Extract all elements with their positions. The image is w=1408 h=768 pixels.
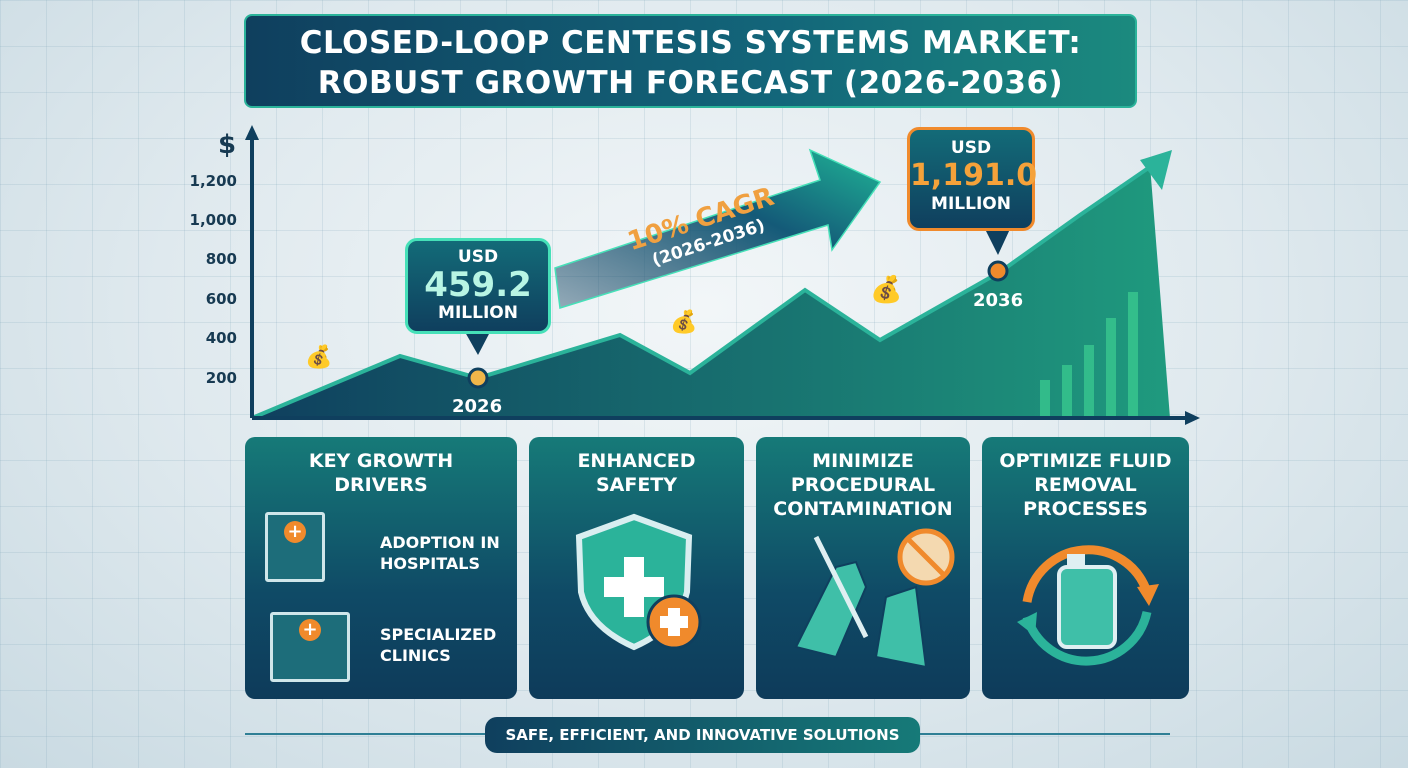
y-tick: 200: [205, 369, 237, 387]
card-key-growth-drivers: KEY GROWTH DRIVERS + ADOPTION IN HOSPITA…: [245, 437, 517, 699]
card-title: OPTIMIZE FLUID REMOVAL PROCESSES: [999, 450, 1172, 520]
callout-prefix: USD: [457, 247, 499, 267]
y-axis-arrow: [245, 125, 259, 140]
cagr-arrow: [554, 148, 882, 309]
driver-item: SPECIALIZED CLINICS: [380, 625, 497, 665]
hospital-icon: +: [265, 512, 325, 582]
growth-line: [251, 158, 1162, 420]
card-enhanced-safety: ENHANCED SAFETY: [529, 437, 744, 699]
callout-unit: MILLION: [931, 194, 1011, 214]
mini-bars: [1040, 292, 1138, 418]
callout-2-pointer: [985, 229, 1010, 255]
callout-unit: MILLION: [438, 303, 518, 323]
title-banner: CLOSED-LOOP CENTESIS SYSTEMS MARKET: ROB…: [244, 14, 1137, 108]
y-tick: 1,200: [189, 172, 237, 190]
card-title: ENHANCED SAFETY: [577, 450, 696, 496]
footer-tagline: SAFE, EFFICIENT, AND INNOVATIVE SOLUTION…: [485, 717, 920, 753]
driver-item: ADOPTION IN HOSPITALS: [380, 533, 500, 573]
card-minimize-contamination: MINIMIZE PROCEDURAL CONTAMINATION: [756, 437, 970, 699]
fluid-container-cycle-icon: [1017, 545, 1159, 666]
point-2026: [467, 367, 489, 389]
callout-2026: USD 459.2 MILLION: [405, 238, 551, 334]
point-2036: [987, 260, 1009, 282]
clinic-icon: +: [270, 612, 350, 682]
money-bag-icon: 💰: [670, 310, 698, 335]
title-line-2: ROBUST GROWTH FORECAST (2026-2036): [317, 65, 1064, 101]
callout-prefix: USD: [950, 138, 992, 158]
callout-value: 459.2: [424, 265, 532, 305]
y-tick: 400: [205, 329, 237, 347]
callout-2036: USD 1,191.0 MILLION: [907, 127, 1038, 231]
money-bag-icon: 💰: [870, 275, 903, 305]
gloved-hands-syringe-icon: [794, 528, 955, 669]
card-optimize-fluid-removal: OPTIMIZE FLUID REMOVAL PROCESSES: [982, 437, 1189, 699]
y-tick: 800: [205, 250, 237, 268]
card-title: MINIMIZE PROCEDURAL CONTAMINATION: [773, 450, 953, 520]
year-label-2036: 2036: [973, 290, 1024, 311]
year-label-2026: 2026: [452, 396, 503, 417]
shield-plus-icon: [575, 513, 702, 651]
footer-rule-left: [245, 733, 485, 735]
trend-arrow-head: [1140, 150, 1172, 190]
growth-area: [252, 165, 1170, 418]
callout-value: 1,191.0: [910, 158, 1038, 193]
card-title: KEY GROWTH DRIVERS: [308, 450, 454, 496]
title-line-1: CLOSED-LOOP CENTESIS SYSTEMS MARKET:: [299, 25, 1082, 61]
y-tick: 1,000: [189, 211, 237, 229]
callout-1-pointer: [465, 332, 490, 355]
y-axis-symbol: $: [218, 130, 237, 160]
x-axis-arrow: [1185, 411, 1200, 425]
footer-rule-right: [920, 733, 1170, 735]
money-bag-icon: 💰: [305, 345, 333, 370]
y-tick: 600: [205, 290, 237, 308]
